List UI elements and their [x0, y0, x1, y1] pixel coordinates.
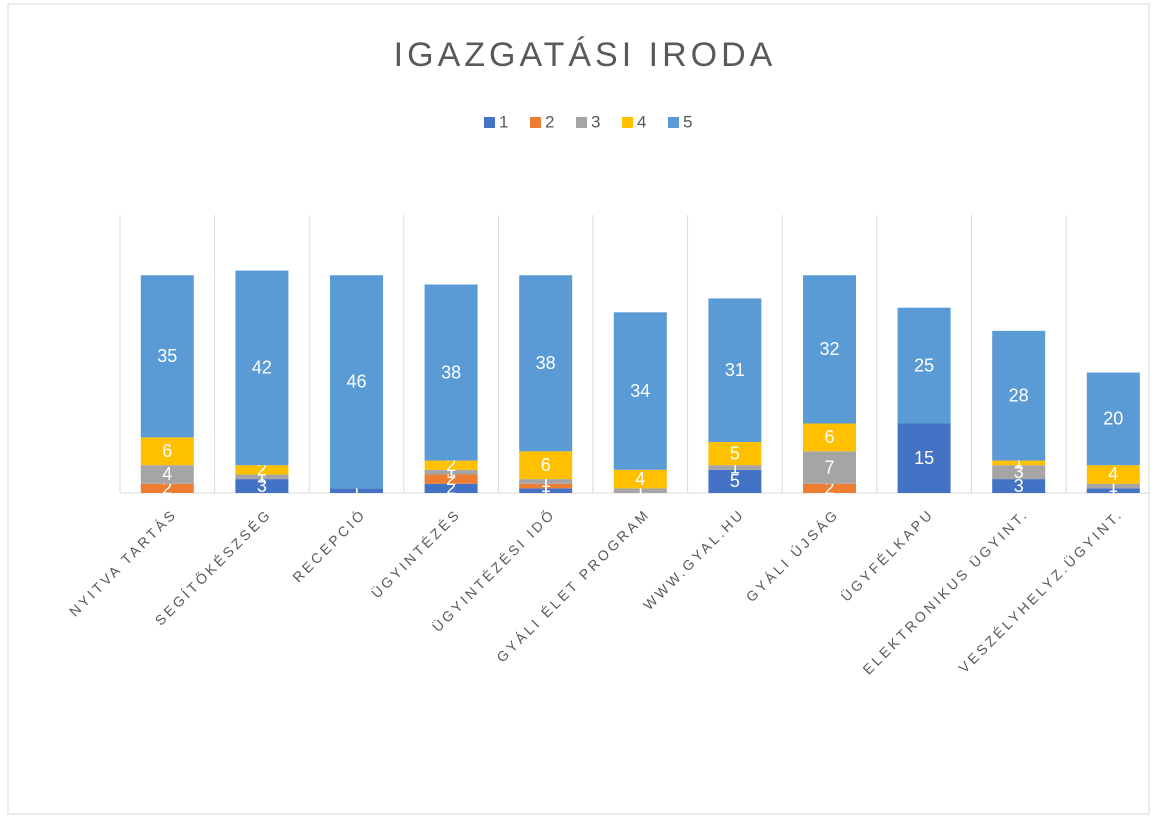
bar-segment: [424, 284, 478, 461]
legend-label: 3: [591, 112, 600, 131]
bar-segment: [330, 488, 383, 493]
bar-segment: [424, 460, 478, 470]
data-label: 20: [1103, 409, 1123, 429]
legend-swatch: [576, 117, 587, 128]
bar-segment: [140, 483, 194, 493]
data-label: 6: [162, 441, 172, 461]
data-label: 5: [730, 471, 740, 491]
legend-swatch: [668, 117, 679, 128]
bar-segment: [708, 469, 762, 493]
data-label: 42: [252, 358, 272, 378]
bar-segment: [235, 465, 289, 475]
data-label: 15: [914, 448, 934, 468]
bar-segment: [992, 479, 1046, 493]
data-label: 6: [541, 455, 551, 475]
data-label: 4: [635, 469, 645, 489]
bar-segment: [613, 312, 667, 470]
bar-segment: [613, 469, 667, 489]
chart-border: [7, 3, 1150, 815]
bar-segment: [992, 330, 1046, 461]
data-label: 1: [446, 462, 456, 482]
data-label: 1: [541, 471, 551, 491]
bar-segment: [992, 460, 1046, 466]
legend-label: 5: [683, 112, 692, 131]
data-label: 31: [725, 360, 745, 380]
legend-swatch: [622, 117, 633, 128]
data-label: 34: [630, 381, 650, 401]
bar-segment: [992, 465, 1046, 480]
data-label: 38: [536, 353, 556, 373]
data-label: 2: [446, 455, 456, 475]
data-label: 28: [1009, 385, 1029, 405]
legend-label: 1: [499, 112, 508, 131]
bar-segment: [613, 488, 667, 493]
bar-segment: [708, 465, 762, 470]
bar-segment: [803, 423, 856, 452]
bar-segment: [1086, 483, 1140, 489]
data-label: 5: [730, 443, 740, 463]
bar-segment: [897, 307, 951, 424]
data-label: 1: [351, 480, 361, 500]
bar-segment: [1086, 372, 1140, 466]
bar-segment: [140, 275, 194, 438]
bar-segment: [803, 451, 856, 484]
bar-segment: [519, 479, 573, 484]
data-label: 1: [1108, 476, 1118, 496]
data-label: 7: [824, 457, 834, 477]
data-label: 2: [257, 460, 267, 480]
bar-segment: [330, 275, 383, 489]
legend-label: 4: [637, 112, 646, 131]
bar-segment: [424, 474, 478, 484]
data-label: 38: [441, 362, 461, 382]
data-label: 1: [635, 480, 645, 500]
data-label: 2: [446, 478, 456, 498]
bar-segment: [424, 483, 478, 493]
data-label: 2: [824, 478, 834, 498]
legend-label: 2: [545, 112, 554, 131]
bar-segment: [803, 275, 856, 424]
bar-segment: [708, 442, 762, 466]
bar-segment: [708, 298, 762, 443]
bar-segment: [519, 275, 573, 452]
data-label: 4: [1108, 464, 1118, 484]
bar-segment: [140, 437, 194, 466]
data-label: 1: [1014, 453, 1024, 473]
data-label: 1: [541, 480, 551, 500]
data-label: 2: [162, 478, 172, 498]
data-label: 35: [157, 346, 177, 366]
bar-segment: [1086, 488, 1140, 493]
legend-swatch: [484, 117, 495, 128]
data-label: 3: [1014, 476, 1024, 496]
data-label: 25: [914, 355, 934, 375]
data-label: 1: [257, 467, 267, 487]
bar-segment: [235, 474, 289, 480]
data-label: 1: [541, 476, 551, 496]
bar-segment: [519, 483, 573, 489]
data-label: 1: [1108, 480, 1118, 500]
bar-segment: [424, 469, 478, 475]
data-label: 6: [824, 427, 834, 447]
bar-segment: [140, 465, 194, 484]
data-label: 1: [730, 457, 740, 477]
data-label: 2: [446, 469, 456, 489]
bar-segment: [235, 479, 289, 493]
data-label: 32: [819, 339, 839, 359]
bar-segment: [897, 423, 951, 493]
data-label: 46: [346, 372, 366, 392]
bar-segment: [803, 483, 856, 493]
data-label: 4: [162, 464, 172, 484]
bar-segment: [1086, 465, 1140, 484]
bar-segment: [519, 451, 573, 480]
data-label: 3: [257, 476, 267, 496]
data-label: 3: [1014, 462, 1024, 482]
chart-title: IGAZGATÁSI IRODA: [394, 36, 777, 74]
legend-swatch: [530, 117, 541, 128]
bar-segment: [519, 488, 573, 493]
bar-segment: [235, 270, 289, 466]
